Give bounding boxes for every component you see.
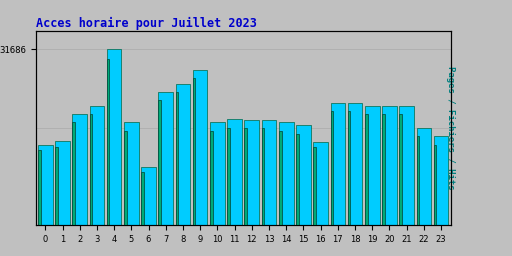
- Bar: [348, 111, 350, 225]
- Bar: [72, 114, 87, 225]
- Bar: [348, 103, 362, 225]
- Bar: [193, 70, 207, 225]
- Bar: [434, 145, 436, 225]
- Bar: [331, 111, 333, 225]
- Bar: [210, 131, 212, 225]
- Bar: [107, 49, 121, 225]
- Bar: [382, 106, 397, 225]
- Bar: [262, 128, 264, 225]
- Bar: [193, 78, 196, 225]
- Bar: [399, 114, 402, 225]
- Bar: [141, 173, 144, 225]
- Bar: [296, 134, 298, 225]
- Bar: [141, 167, 156, 225]
- Bar: [38, 150, 40, 225]
- Bar: [55, 141, 70, 225]
- Bar: [417, 136, 419, 225]
- Bar: [279, 122, 293, 225]
- Bar: [158, 100, 161, 225]
- Bar: [107, 59, 110, 225]
- Bar: [313, 147, 316, 225]
- Bar: [417, 128, 431, 225]
- Bar: [227, 128, 230, 225]
- Bar: [245, 120, 259, 225]
- Bar: [279, 131, 282, 225]
- Bar: [227, 119, 242, 225]
- Bar: [176, 92, 178, 225]
- Bar: [90, 114, 92, 225]
- Bar: [245, 128, 247, 225]
- Bar: [176, 83, 190, 225]
- Bar: [365, 114, 368, 225]
- Bar: [124, 131, 126, 225]
- Bar: [124, 122, 139, 225]
- Bar: [313, 142, 328, 225]
- Bar: [38, 145, 53, 225]
- Bar: [55, 147, 58, 225]
- Y-axis label: Pages / Fichiers / Hits: Pages / Fichiers / Hits: [446, 66, 455, 190]
- Bar: [296, 125, 311, 225]
- Bar: [399, 106, 414, 225]
- Bar: [90, 106, 104, 225]
- Bar: [365, 106, 379, 225]
- Bar: [331, 103, 345, 225]
- Bar: [158, 92, 173, 225]
- Bar: [72, 122, 75, 225]
- Bar: [262, 120, 276, 225]
- Bar: [382, 114, 385, 225]
- Bar: [434, 136, 449, 225]
- Bar: [210, 122, 225, 225]
- Text: Acces horaire pour Juillet 2023: Acces horaire pour Juillet 2023: [36, 16, 257, 29]
